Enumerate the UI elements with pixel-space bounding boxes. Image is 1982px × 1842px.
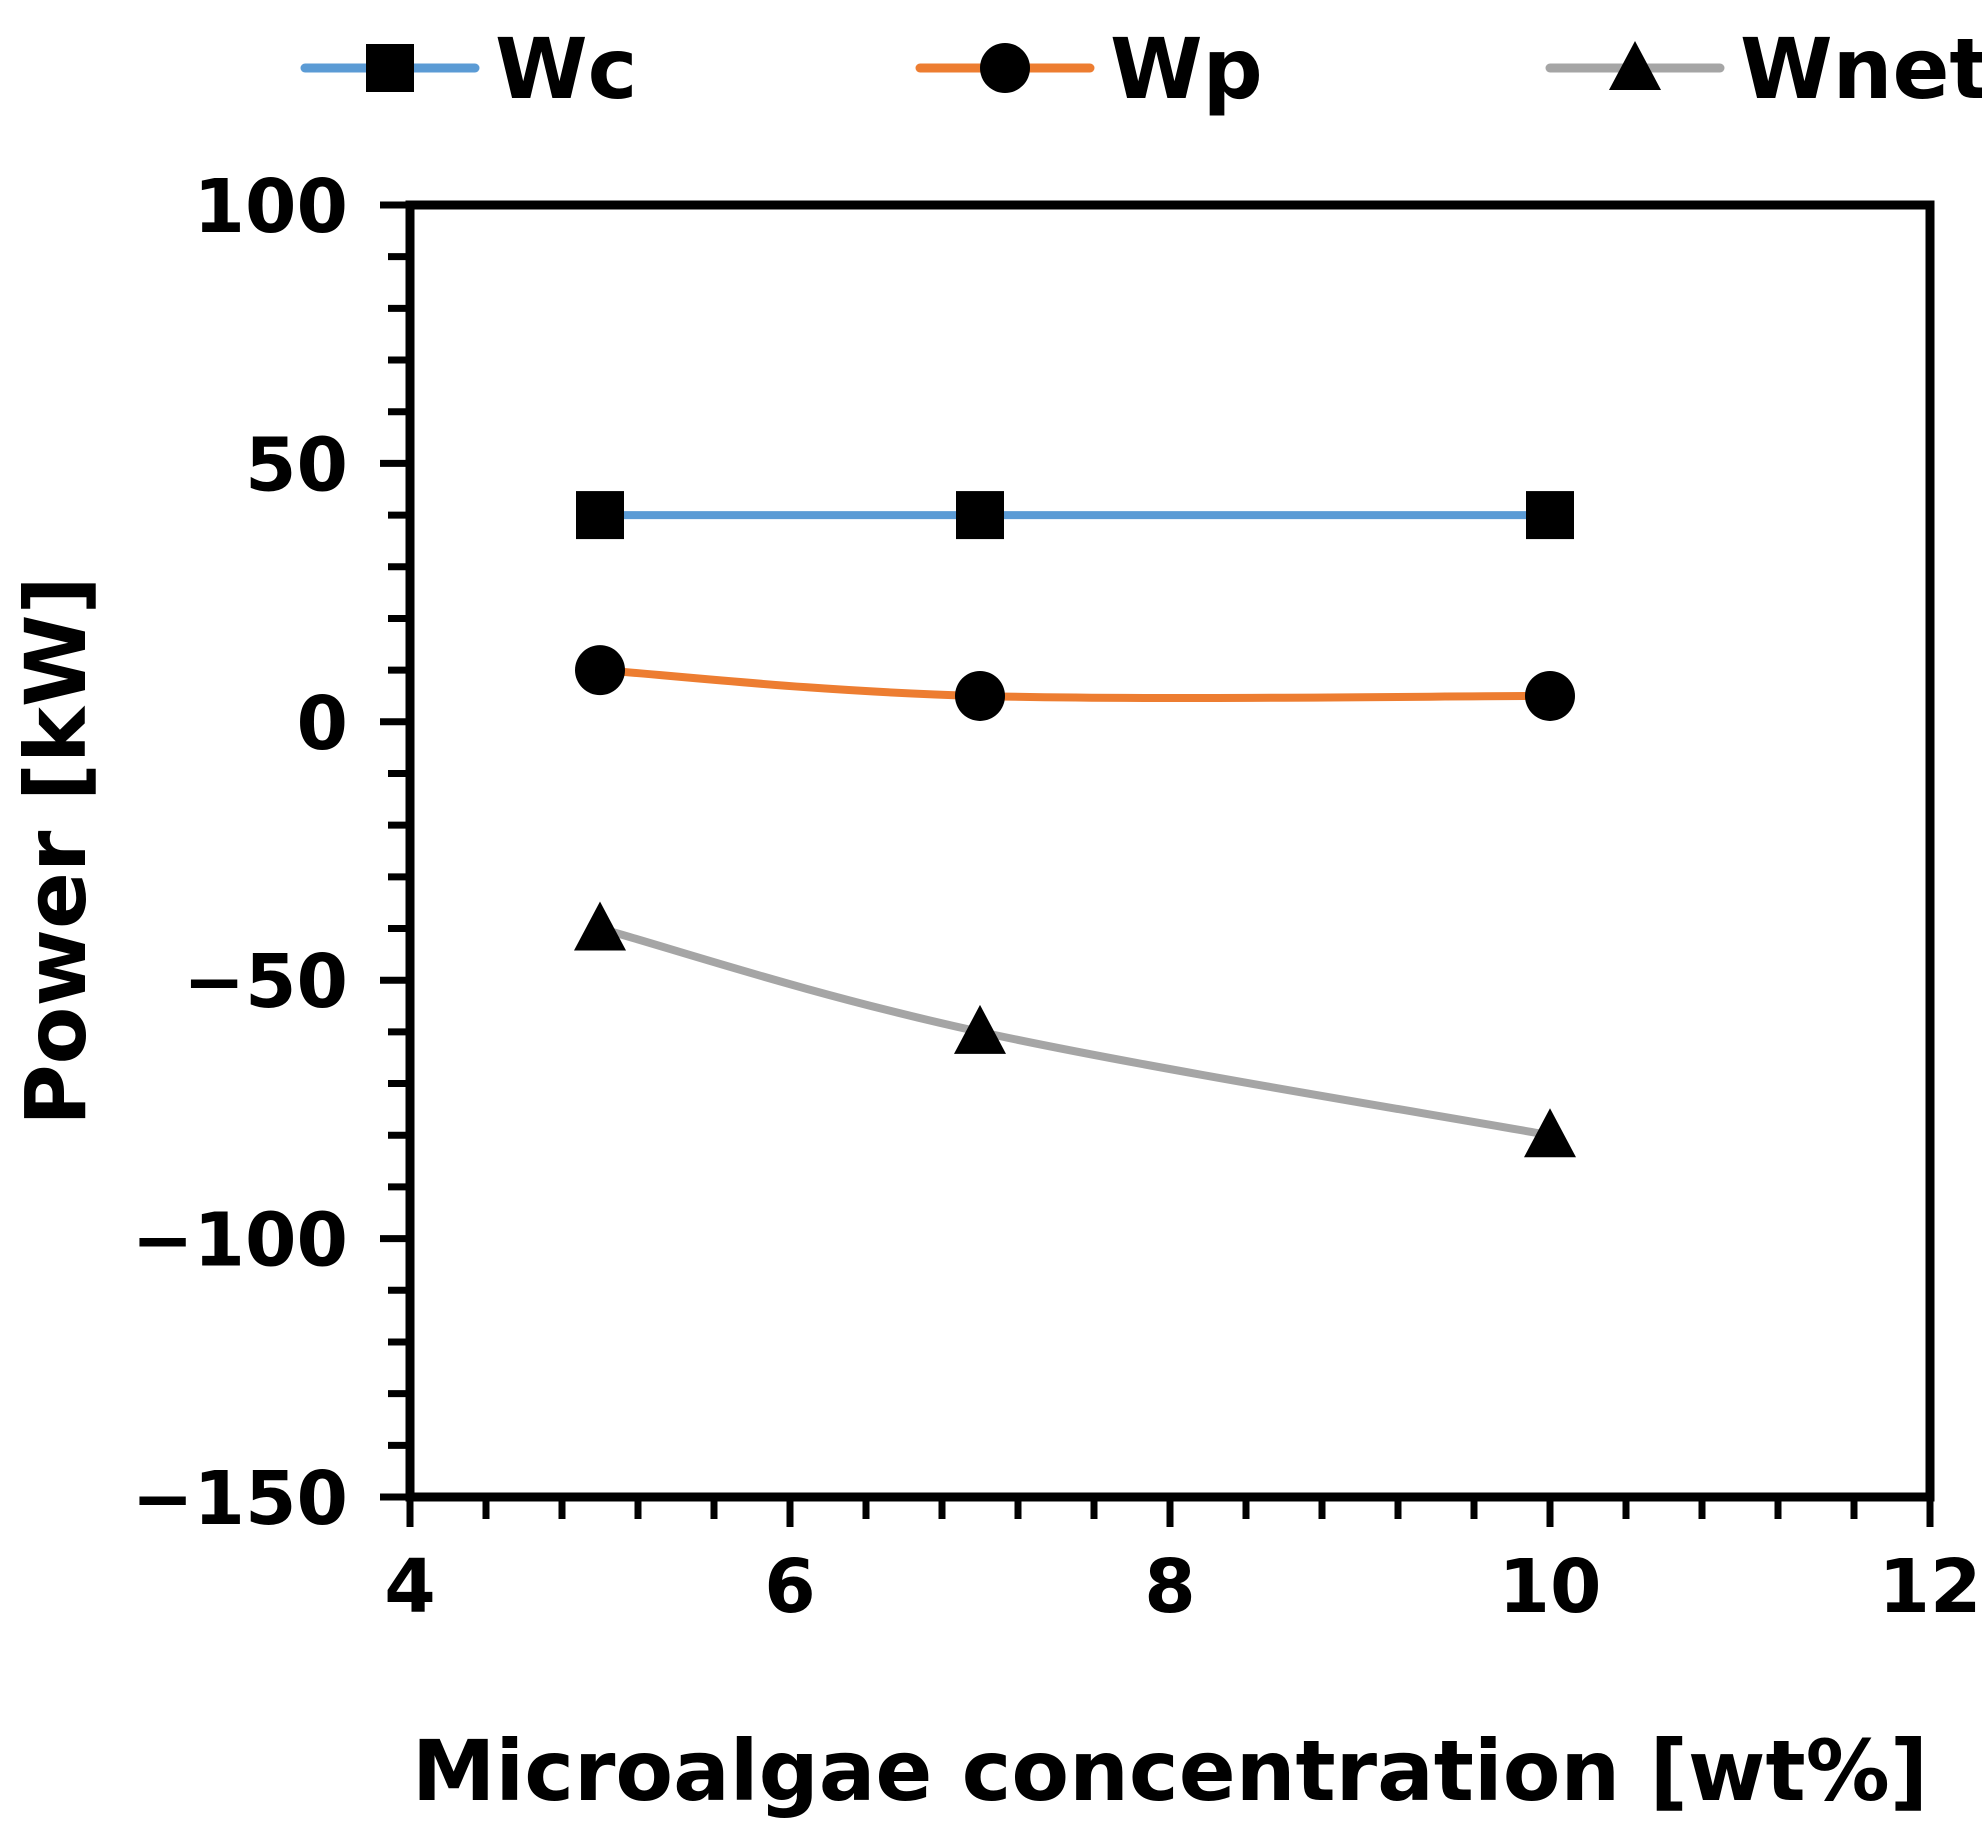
data-point-wnet-2 — [1524, 1108, 1576, 1158]
x-tick-label: 12 — [1879, 1544, 1982, 1630]
series-line-wp — [596, 666, 1554, 703]
legend-item-wp: Wp — [915, 20, 1263, 118]
y-tick-label: 100 — [194, 164, 348, 250]
data-point-wp-1 — [955, 670, 1005, 721]
y-axis-title: Power [kW] — [7, 576, 105, 1126]
plot-series — [574, 491, 1576, 1158]
legend-label: Wc — [495, 20, 637, 118]
legend-marker-wp — [980, 43, 1030, 93]
y-tick-label: −100 — [132, 1198, 348, 1284]
legend: Wc Wp Wnet — [300, 20, 1982, 118]
x-tick-label: 6 — [764, 1544, 816, 1630]
data-point-wnet-1 — [954, 1004, 1006, 1054]
y-tick-label: 0 — [297, 681, 349, 767]
series-line-wnet — [596, 924, 1554, 1140]
x-axis-title: Microalgae concentration [wt%] — [412, 1722, 1928, 1820]
legend-item-wc: Wc — [300, 20, 637, 118]
legend-marker-wc — [366, 44, 414, 92]
data-point-wp-0 — [575, 645, 625, 696]
x-tick-label: 8 — [1144, 1544, 1196, 1630]
legend-marker-wnet — [1609, 41, 1661, 90]
data-point-wc-1 — [956, 491, 1004, 540]
legend-label: Wp — [1110, 20, 1263, 118]
data-point-wc-2 — [1526, 491, 1574, 540]
y-tick-label: −150 — [132, 1456, 348, 1542]
legend-label: Wnet — [1740, 20, 1982, 118]
x-tick-label: 4 — [384, 1544, 436, 1630]
data-point-wp-2 — [1525, 670, 1575, 721]
data-point-wc-0 — [576, 491, 624, 540]
plot-frame — [405, 200, 1935, 1502]
axes — [380, 200, 1935, 1527]
axis-labels: −150 −100 −50 0 50 100 4 6 8 10 12 Microalgae conce… — [7, 164, 1981, 1820]
data-point-wnet-0 — [574, 901, 626, 951]
y-tick-label: 50 — [245, 422, 348, 508]
x-tick-label: 10 — [1499, 1544, 1602, 1630]
legend-item-wnet: Wnet — [1545, 20, 1982, 118]
y-tick-label: −50 — [183, 939, 348, 1025]
